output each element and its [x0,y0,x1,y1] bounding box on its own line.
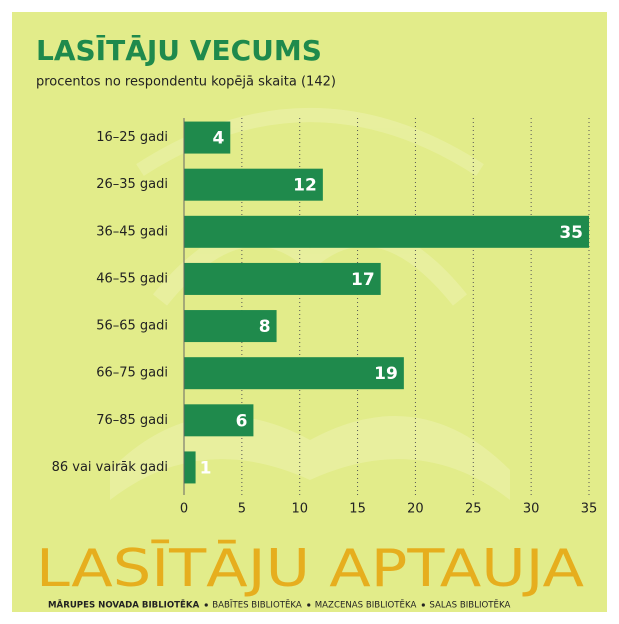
y-tick-label: 36–45 gadi [96,224,168,239]
y-tick-label: 56–65 gadi [96,319,168,334]
bar [184,121,231,154]
x-tick-label: 35 [581,502,598,517]
data-label: 17 [351,270,375,290]
bar [184,357,404,390]
y-tick-label: 76–85 gadi [96,413,168,428]
chart-title: LASĪTĀJU VECUMS [36,34,322,67]
footer: MĀRUPES NOVADA BIBLIOTĒKA BABĪTES BIBLIOT… [48,600,510,611]
y-tick-label: 26–35 gadi [96,177,168,192]
x-tick-label: 25 [465,502,482,517]
data-label: 1 [200,458,212,478]
footer-item: SALAS BIBLIOTĒKA [429,600,510,611]
separator [204,603,208,607]
footer-item: BABĪTES BIBLIOTĒKA [212,600,302,611]
x-tick-label: 5 [238,502,246,517]
x-tick-label: 0 [180,502,188,517]
data-label: 4 [212,129,224,149]
x-tick-label: 10 [291,502,308,517]
x-tick-label: 15 [349,502,366,517]
background [12,12,607,612]
bar [184,215,589,248]
y-tick-label: 86 vai vairāk gadi [52,460,168,475]
y-tick-label: 66–75 gadi [96,366,168,381]
separator [421,603,425,607]
data-label: 12 [293,176,317,196]
bar [184,262,381,295]
y-tick-label: 16–25 gadi [96,130,168,145]
bar [184,451,196,484]
banner: LASĪTĀJU APTAUJA [36,539,584,599]
x-tick-label: 20 [407,502,424,517]
bar [184,404,254,437]
data-label: 35 [559,223,583,243]
separator [307,603,311,607]
data-label: 6 [236,411,248,431]
data-label: 8 [259,317,271,337]
bar [184,310,277,343]
chart-subtitle: procentos no respondentu kopējā skaita (… [36,75,336,90]
footer-item: MĀRUPES NOVADA BIBLIOTĒKA [48,600,200,611]
y-tick-label: 46–55 gadi [96,271,168,286]
data-label: 19 [374,364,398,384]
footer-item: MAZCENAS BIBLIOTĒKA [315,600,417,611]
x-tick-label: 30 [523,502,540,517]
bar [184,168,323,201]
